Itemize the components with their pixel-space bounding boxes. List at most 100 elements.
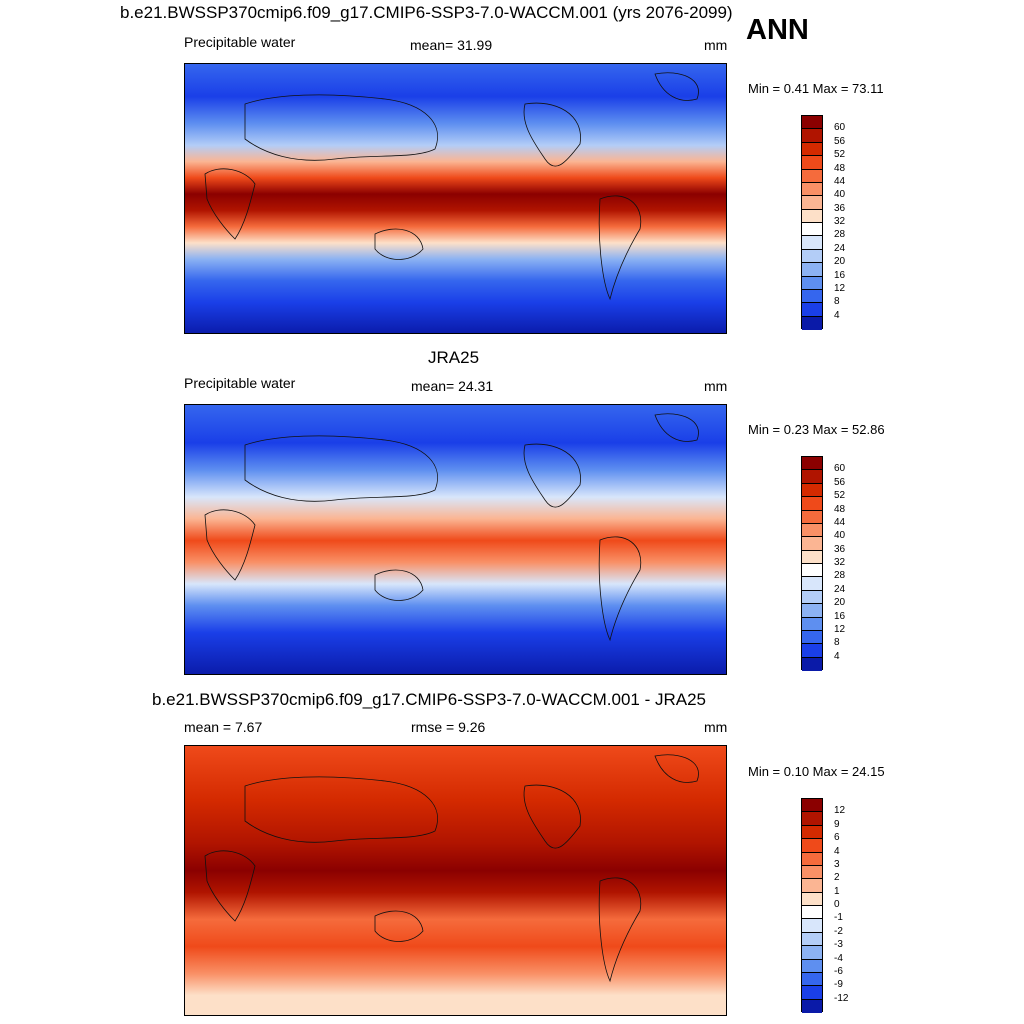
panel3-colorbar-swatch: [802, 906, 822, 920]
panel3-colorbar-tick-label: 2: [834, 872, 840, 884]
panel1-colorbar-swatch: [802, 263, 822, 277]
panel3-colorbar-tick-label: -1: [834, 912, 843, 924]
panel1-colorbar-tick-label: 28: [834, 229, 846, 241]
panel3-colorbar-swatch: [802, 919, 822, 933]
panel2-colorbar-tick-label: 36: [834, 543, 846, 555]
panel2-colorbar-swatch: [802, 497, 822, 511]
panel1-mean-label: mean= 31.99: [410, 37, 493, 53]
panel3-colorbar-tick-label: -3: [834, 939, 843, 951]
panel3-colorbar-tick-label: 1: [834, 885, 840, 897]
panel1-coastlines: [204, 72, 699, 301]
panel2-colorbar-tick-label: 16: [834, 610, 846, 622]
panel3-mean-label: mean = 7.67: [184, 719, 263, 735]
panel2-coastlines: [204, 413, 699, 642]
panel1-colorbar-swatch: [802, 182, 822, 197]
panel1-title: b.e21.BWSSP370cmip6.f09_g17.CMIP6-SSP3-7…: [120, 3, 733, 22]
panel1-colorbar-tick-label: 48: [834, 162, 846, 174]
panel2-colorbar: [801, 456, 823, 671]
panel3-rmse-label: rmse = 9.26: [411, 719, 486, 735]
panel3-colorbar-swatch: [802, 932, 822, 947]
panel3-title: b.e21.BWSSP370cmip6.f09_g17.CMIP6-SSP3-7…: [152, 690, 707, 709]
panel1-colorbar-swatch: [802, 249, 822, 264]
panel1-map: [184, 63, 727, 334]
panel3-units-label: mm: [704, 719, 728, 735]
panel3-colorbar-tick-label: 9: [834, 818, 840, 830]
panel3-colorbar-swatch: [802, 799, 822, 813]
panel3-colorbar-swatch: [802, 812, 822, 826]
panel3-minmax-label: Min = 0.10 Max = 24.15: [748, 764, 885, 779]
panel3-colorbar-swatch: [802, 879, 822, 893]
panel3-colorbar-swatch: [802, 892, 822, 906]
panel1-colorbar-tick-label: 36: [834, 202, 846, 214]
panel1-colorbar-tick-label: 40: [834, 189, 846, 201]
panel3-colorbar-swatch: [802, 999, 822, 1013]
panel2-colorbar-swatch: [802, 577, 822, 591]
panel2-colorbar-swatch: [802, 657, 822, 671]
panel2-colorbar-swatch: [802, 510, 822, 524]
panel1-colorbar-tick-label: 12: [834, 282, 846, 294]
panel3-colorbar-tick-label: 3: [834, 858, 840, 870]
panel2-colorbar-swatch: [802, 483, 822, 498]
panel1-colorbar-swatch: [802, 196, 822, 210]
panel3-coastlines: [204, 754, 699, 983]
panel1-field: [185, 64, 726, 333]
panel2-colorbar-tick-label: 28: [834, 570, 846, 582]
panel3-colorbar-tick-label: -6: [834, 965, 843, 977]
panel3-colorbar-swatch: [802, 865, 822, 880]
panel2-colorbar-tick-label: 24: [834, 583, 846, 595]
panel1-colorbar-tick-label: 56: [834, 135, 846, 147]
season-label: ANN: [746, 14, 809, 46]
panel1-colorbar-swatch: [802, 169, 822, 183]
panel1-colorbar-tick-label: 44: [834, 175, 846, 187]
panel2-colorbar-swatch: [802, 470, 822, 484]
panel3-colorbar-tick-label: 4: [834, 845, 840, 857]
panel1-units-label: mm: [704, 37, 728, 53]
panel3-map: [184, 745, 727, 1016]
panel2-colorbar-swatch: [802, 564, 822, 578]
panel3-colorbar-tick-label: -4: [834, 952, 843, 964]
panel2-colorbar-swatch: [802, 617, 822, 631]
panel3-colorbar-tick-label: 6: [834, 832, 840, 844]
panel2-units-label: mm: [704, 378, 728, 394]
panel1-colorbar-swatch: [802, 289, 822, 304]
panel3-colorbar-swatch: [802, 839, 822, 853]
panel1-colorbar-tick-label: 16: [834, 269, 846, 281]
panel1-colorbar-swatch: [802, 209, 822, 223]
panel1-variable-label: Precipitable water: [184, 34, 296, 50]
panel1-colorbar: [801, 115, 823, 330]
panel2-colorbar-swatch: [802, 523, 822, 538]
panel1-colorbar-swatch: [802, 116, 822, 130]
panel1-colorbar-tick-label: 60: [834, 122, 846, 134]
panel2-colorbar-tick-label: 40: [834, 530, 846, 542]
panel3-field: [185, 746, 726, 1015]
panel3-colorbar-swatch: [802, 946, 822, 960]
panel1-colorbar-swatch: [802, 303, 822, 317]
panel2-colorbar-tick-label: 52: [834, 490, 846, 502]
panel2-colorbar-swatch: [802, 604, 822, 618]
panel2-title: JRA25: [428, 348, 480, 367]
panel1-minmax-label: Min = 0.41 Max = 73.11: [748, 81, 884, 96]
panel1-colorbar-tick-label: 4: [834, 309, 840, 321]
panel3-colorbar-swatch: [802, 852, 822, 866]
panel1-colorbar-tick-label: 8: [834, 296, 840, 308]
panel2-field: [185, 405, 726, 674]
panel2-colorbar-swatch: [802, 457, 822, 471]
panel3-colorbar-tick-label: -9: [834, 979, 843, 991]
panel3-colorbar-swatch: [802, 825, 822, 840]
panel2-colorbar-tick-label: 44: [834, 516, 846, 528]
panel3-colorbar-swatch: [802, 959, 822, 973]
panel2-colorbar-swatch: [802, 590, 822, 605]
panel2-colorbar-tick-label: 32: [834, 557, 846, 568]
panel2-map: [184, 404, 727, 675]
panel3-colorbar: [801, 798, 823, 1013]
panel3-colorbar-tick-label: -2: [834, 925, 843, 937]
panel2-colorbar-swatch: [802, 630, 822, 645]
panel2-colorbar-tick-label: 60: [834, 463, 846, 475]
panel1-colorbar-tick-label: 20: [834, 256, 846, 268]
panel1-colorbar-swatch: [802, 276, 822, 290]
panel1-colorbar-swatch: [802, 142, 822, 157]
panel2-colorbar-tick-label: 48: [834, 503, 846, 515]
panel2-colorbar-tick-label: 20: [834, 597, 846, 609]
panel1-colorbar-swatch: [802, 156, 822, 170]
panel2-colorbar-tick-label: 4: [834, 650, 840, 662]
